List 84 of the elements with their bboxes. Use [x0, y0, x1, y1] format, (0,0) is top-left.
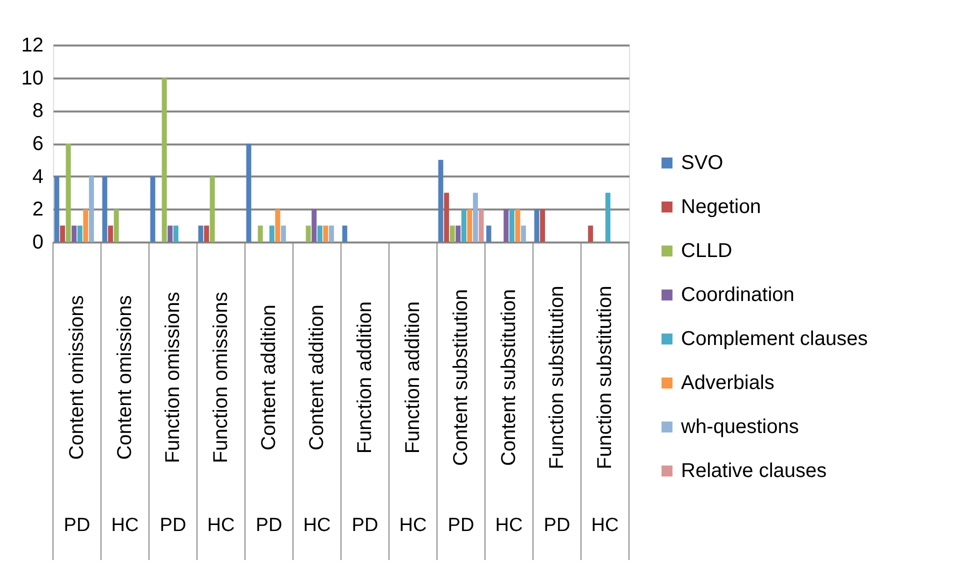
bar — [60, 226, 66, 242]
text: HC — [207, 515, 235, 536]
y-tick-label: 6 — [32, 133, 44, 155]
x-tick-label: Function substitution — [546, 286, 568, 470]
bar — [444, 192, 450, 242]
bar — [306, 226, 311, 242]
text: HC — [495, 515, 523, 536]
legend-label: CLLD — [681, 240, 732, 262]
bar — [588, 226, 594, 242]
bar — [540, 209, 546, 242]
bar — [534, 209, 540, 242]
legend-label: wh-questions — [680, 416, 799, 438]
bar — [66, 144, 71, 242]
text: HC — [303, 515, 331, 536]
bar — [204, 226, 210, 242]
y-tick-label: 4 — [32, 166, 44, 188]
x-tick-label: Function omissions — [162, 292, 184, 464]
bar — [88, 176, 94, 242]
bar — [198, 226, 204, 242]
x-tick-label: Function addition — [354, 301, 376, 454]
x-tick-label: Content addition — [306, 304, 328, 450]
bar — [210, 176, 215, 242]
bar — [102, 176, 108, 242]
text: PD — [448, 515, 474, 536]
bar — [312, 209, 317, 242]
y-tick-label: 8 — [32, 100, 44, 122]
bar — [83, 209, 88, 242]
bar — [438, 160, 444, 242]
y-tick-label: 12 — [21, 34, 44, 56]
y-tick-label: 2 — [32, 198, 44, 221]
text: HC — [399, 515, 427, 536]
bar — [328, 226, 334, 242]
bar — [486, 226, 492, 242]
text: PD — [256, 515, 282, 536]
x-tick-label: Content omissions — [66, 295, 88, 460]
bar — [450, 226, 455, 242]
bar — [509, 209, 514, 242]
bar — [478, 209, 484, 242]
text: HC — [111, 515, 139, 536]
legend-label: Negetion — [681, 196, 762, 218]
bar — [162, 78, 167, 242]
bar — [472, 192, 478, 242]
text: HC — [591, 515, 619, 536]
bar — [108, 226, 114, 242]
bar — [173, 226, 178, 242]
bar — [317, 226, 322, 242]
y-tick-label: 0 — [32, 232, 44, 254]
bar — [77, 226, 82, 242]
bar — [520, 226, 526, 242]
x-tick-label: Content substitution — [498, 289, 520, 466]
text: PD — [352, 515, 378, 536]
bar — [246, 144, 252, 242]
bar — [461, 209, 466, 242]
legend-label: Complement clauses — [681, 328, 868, 350]
text: PD — [64, 515, 90, 536]
bar — [323, 226, 328, 242]
legend-label: Relative clauses — [681, 460, 827, 482]
legend-label: Adverbials — [681, 372, 774, 394]
text: PD — [160, 515, 186, 536]
bar — [504, 209, 509, 242]
bar — [467, 209, 472, 242]
bar — [114, 209, 119, 242]
bar — [456, 226, 461, 242]
bar — [168, 226, 173, 242]
bar — [150, 176, 156, 242]
x-tick-label: Content substitution — [450, 289, 472, 466]
bar — [258, 226, 263, 242]
legend-label: Coordination — [681, 284, 794, 306]
bar — [269, 226, 274, 242]
text: PD — [544, 515, 570, 536]
x-tick-label: Function substitution — [594, 286, 616, 470]
bar — [342, 226, 348, 242]
x-tick-label: Function omissions — [210, 292, 232, 464]
legend-label: SVO — [681, 152, 724, 174]
bar — [54, 176, 60, 242]
y-tick-label: 10 — [21, 67, 44, 90]
bar — [280, 226, 286, 242]
bar — [72, 226, 77, 242]
bar — [605, 192, 610, 242]
x-tick-label: Content addition — [258, 304, 280, 450]
x-tick-label: Function addition — [402, 301, 424, 454]
bar — [515, 209, 520, 242]
bar — [275, 209, 280, 242]
x-tick-label: Content omissions — [114, 295, 136, 460]
